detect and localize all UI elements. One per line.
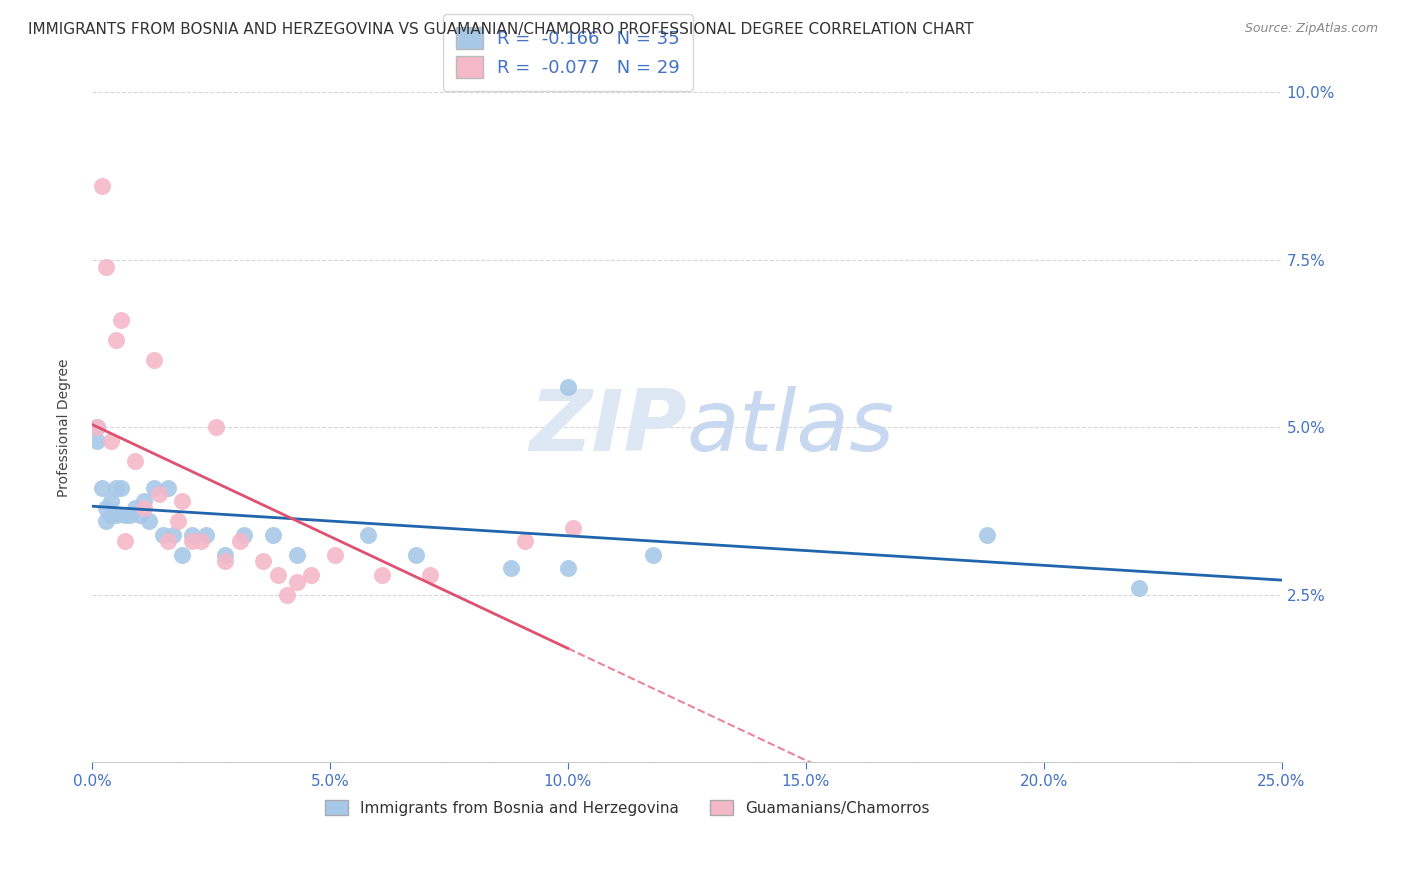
Point — [124, 454, 146, 468]
Y-axis label: Professional Degree: Professional Degree — [58, 359, 72, 497]
Point — [323, 548, 346, 562]
Point — [172, 548, 194, 562]
Point — [96, 500, 118, 515]
Point — [90, 179, 112, 194]
Point — [114, 508, 136, 522]
Point — [195, 527, 218, 541]
Point — [114, 534, 136, 549]
Point — [181, 527, 204, 541]
Text: IMMIGRANTS FROM BOSNIA AND HERZEGOVINA VS GUAMANIAN/CHAMORRO PROFESSIONAL DEGREE: IMMIGRANTS FROM BOSNIA AND HERZEGOVINA V… — [28, 22, 974, 37]
Point — [138, 514, 160, 528]
Point — [120, 508, 142, 522]
Point — [405, 548, 427, 562]
Point — [142, 481, 165, 495]
Point — [976, 527, 998, 541]
Point — [299, 567, 322, 582]
Point — [134, 494, 156, 508]
Point — [252, 554, 274, 568]
Point — [233, 527, 256, 541]
Point — [357, 527, 380, 541]
Point — [643, 548, 665, 562]
Point — [110, 313, 132, 327]
Point — [142, 353, 165, 368]
Point — [96, 514, 118, 528]
Point — [162, 527, 184, 541]
Point — [557, 380, 579, 394]
Point — [285, 548, 308, 562]
Point — [166, 514, 188, 528]
Point — [104, 481, 127, 495]
Point — [262, 527, 284, 541]
Point — [499, 561, 522, 575]
Point — [204, 420, 226, 434]
Point — [371, 567, 394, 582]
Point — [1128, 581, 1150, 595]
Point — [96, 260, 118, 274]
Text: Source: ZipAtlas.com: Source: ZipAtlas.com — [1244, 22, 1378, 36]
Point — [513, 534, 536, 549]
Point — [276, 588, 298, 602]
Point — [190, 534, 212, 549]
Point — [124, 500, 146, 515]
Point — [214, 548, 236, 562]
Point — [561, 521, 583, 535]
Text: ZIP: ZIP — [529, 386, 686, 469]
Point — [228, 534, 250, 549]
Point — [419, 567, 441, 582]
Point — [86, 434, 108, 448]
Point — [104, 333, 127, 347]
Point — [90, 481, 112, 495]
Point — [86, 420, 108, 434]
Point — [134, 500, 156, 515]
Point — [100, 434, 122, 448]
Legend: Immigrants from Bosnia and Herzegovina, Guamanians/Chamorros: Immigrants from Bosnia and Herzegovina, … — [319, 794, 935, 822]
Point — [110, 481, 132, 495]
Point — [172, 494, 194, 508]
Point — [100, 508, 122, 522]
Point — [157, 534, 180, 549]
Point — [128, 508, 150, 522]
Point — [214, 554, 236, 568]
Point — [285, 574, 308, 589]
Point — [100, 494, 122, 508]
Point — [157, 481, 180, 495]
Point — [181, 534, 204, 549]
Point — [557, 561, 579, 575]
Point — [86, 420, 108, 434]
Text: atlas: atlas — [686, 386, 894, 469]
Point — [148, 487, 170, 501]
Point — [104, 508, 127, 522]
Point — [266, 567, 288, 582]
Point — [152, 527, 174, 541]
